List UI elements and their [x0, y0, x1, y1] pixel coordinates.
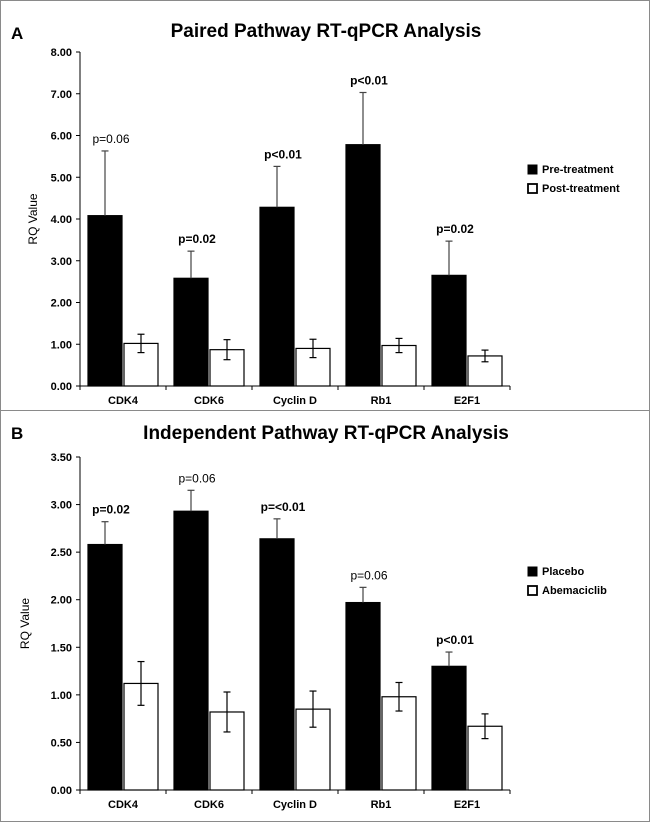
y-tick-label: 0.50: [51, 737, 72, 749]
y-tick-label: 3.50: [51, 452, 72, 464]
y-tick-label: 8.00: [51, 47, 72, 59]
bar-placebo: [87, 543, 123, 791]
bar-placebo: [259, 538, 295, 791]
legend-label: Abemaciclib: [542, 585, 607, 597]
y-tick-label: 6.00: [51, 131, 72, 143]
y-tick-label: 0.00: [51, 785, 72, 797]
bar-pre-treatment: [345, 144, 381, 387]
p-value-label: p<0.01: [436, 633, 474, 647]
p-value-label: p=0.06: [350, 568, 387, 582]
panel-b: B Independent Pathway RT-qPCR Analysis RQ …: [0, 410, 650, 822]
y-tick-label: 7.00: [51, 89, 72, 101]
y-tick-label: 2.50: [51, 547, 72, 559]
p-value-label: p=0.06: [92, 132, 129, 146]
bar-placebo: [345, 601, 381, 791]
chart-title: Paired Pathway RT-qPCR Analysis: [171, 21, 482, 42]
bar-pre-treatment: [431, 274, 467, 387]
x-category-label: E2F1: [454, 799, 480, 811]
x-category-label: Rb1: [371, 395, 392, 407]
y-tick-label: 3.00: [51, 500, 72, 512]
legend-swatch: [527, 164, 538, 175]
x-category-label: E2F1: [454, 395, 480, 407]
bar-pre-treatment: [259, 206, 295, 387]
p-value-label: p=0.02: [436, 222, 474, 236]
y-tick-label: 2.00: [51, 595, 72, 607]
bar-placebo: [431, 665, 467, 791]
y-tick-label: 5.00: [51, 172, 72, 184]
y-axis-label: RQ Value: [18, 598, 32, 649]
legend-swatch: [527, 183, 538, 194]
x-category-label: CDK4: [108, 799, 139, 811]
chart-title: Independent Pathway RT-qPCR Analysis: [143, 423, 509, 444]
legend-label: Placebo: [542, 566, 584, 578]
y-tick-label: 1.00: [51, 339, 72, 351]
panel-label: B: [11, 424, 23, 443]
x-category-label: Cyclin D: [273, 799, 317, 811]
bar-pre-treatment: [87, 215, 123, 387]
p-value-label: p=0.02: [92, 503, 130, 517]
p-value-label: p<0.01: [350, 73, 388, 87]
x-category-label: CDK6: [194, 395, 224, 407]
p-value-label: p<0.01: [264, 147, 302, 161]
chart-b-svg: B Independent Pathway RT-qPCR Analysis RQ …: [11, 423, 607, 811]
y-tick-label: 4.00: [51, 214, 72, 226]
bar-placebo: [173, 510, 209, 791]
x-category-label: Cyclin D: [273, 395, 317, 407]
legend-swatch: [527, 566, 538, 577]
y-tick-label: 3.00: [51, 256, 72, 268]
legend-label: Post-treatment: [542, 183, 620, 195]
y-tick-label: 0.00: [51, 381, 72, 393]
legend-label: Pre-treatment: [542, 164, 614, 176]
bar-pre-treatment: [173, 277, 209, 387]
y-tick-label: 1.50: [51, 642, 72, 654]
p-value-label: p=0.02: [178, 232, 216, 246]
y-axis-label: RQ Value: [26, 193, 40, 244]
p-value-label: p=<0.01: [261, 500, 306, 514]
x-category-label: CDK6: [194, 799, 224, 811]
panel-label: A: [11, 24, 23, 43]
panel-a: A Paired Pathway RT-qPCR Analysis RQ Value…: [0, 0, 650, 411]
x-category-label: CDK4: [108, 395, 139, 407]
p-value-label: p=0.06: [178, 471, 215, 485]
y-tick-label: 2.00: [51, 298, 72, 310]
y-tick-label: 1.00: [51, 690, 72, 702]
legend-swatch: [527, 585, 538, 596]
x-category-label: Rb1: [371, 799, 392, 811]
chart-a-svg: A Paired Pathway RT-qPCR Analysis RQ Value…: [11, 21, 620, 407]
